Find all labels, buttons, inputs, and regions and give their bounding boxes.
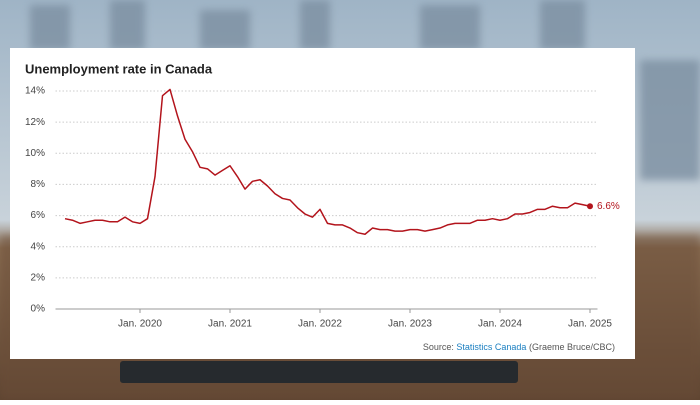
x-tick-label: Jan. 2024: [478, 319, 522, 330]
series-line: [64, 88, 591, 236]
source-credit: (Graeme Bruce/CBC): [529, 342, 615, 352]
chart-title: Unemployment rate in Canada: [25, 61, 213, 76]
source-prefix: Source:: [423, 342, 454, 352]
x-tick-label: Jan. 2021: [208, 319, 252, 330]
source-link[interactable]: Statistics Canada: [456, 342, 526, 352]
source-note: Source: Statistics Canada (Graeme Bruce/…: [423, 342, 615, 352]
stand: [120, 361, 518, 383]
x-tick-label: Jan. 2020: [118, 319, 162, 330]
card: [10, 48, 635, 359]
end-point: [587, 203, 593, 210]
x-tick-label: Jan. 2023: [388, 319, 432, 330]
y-tick-label: 4%: [31, 241, 46, 252]
y-tick-label: 6%: [31, 210, 46, 221]
y-tick-label: 2%: [31, 272, 46, 283]
city-blur: [30, 0, 700, 180]
x-tick-label: Jan. 2025: [568, 319, 612, 330]
y-tick-label: 0%: [31, 304, 46, 315]
y-tick-label: 12%: [25, 117, 45, 128]
y-tick-label: 14%: [25, 86, 45, 97]
x-tick-label: Jan. 2022: [298, 319, 342, 330]
y-tick-label: 8%: [31, 179, 46, 190]
value-label: 6.6%: [597, 201, 620, 212]
y-tick-label: 10%: [25, 148, 45, 159]
